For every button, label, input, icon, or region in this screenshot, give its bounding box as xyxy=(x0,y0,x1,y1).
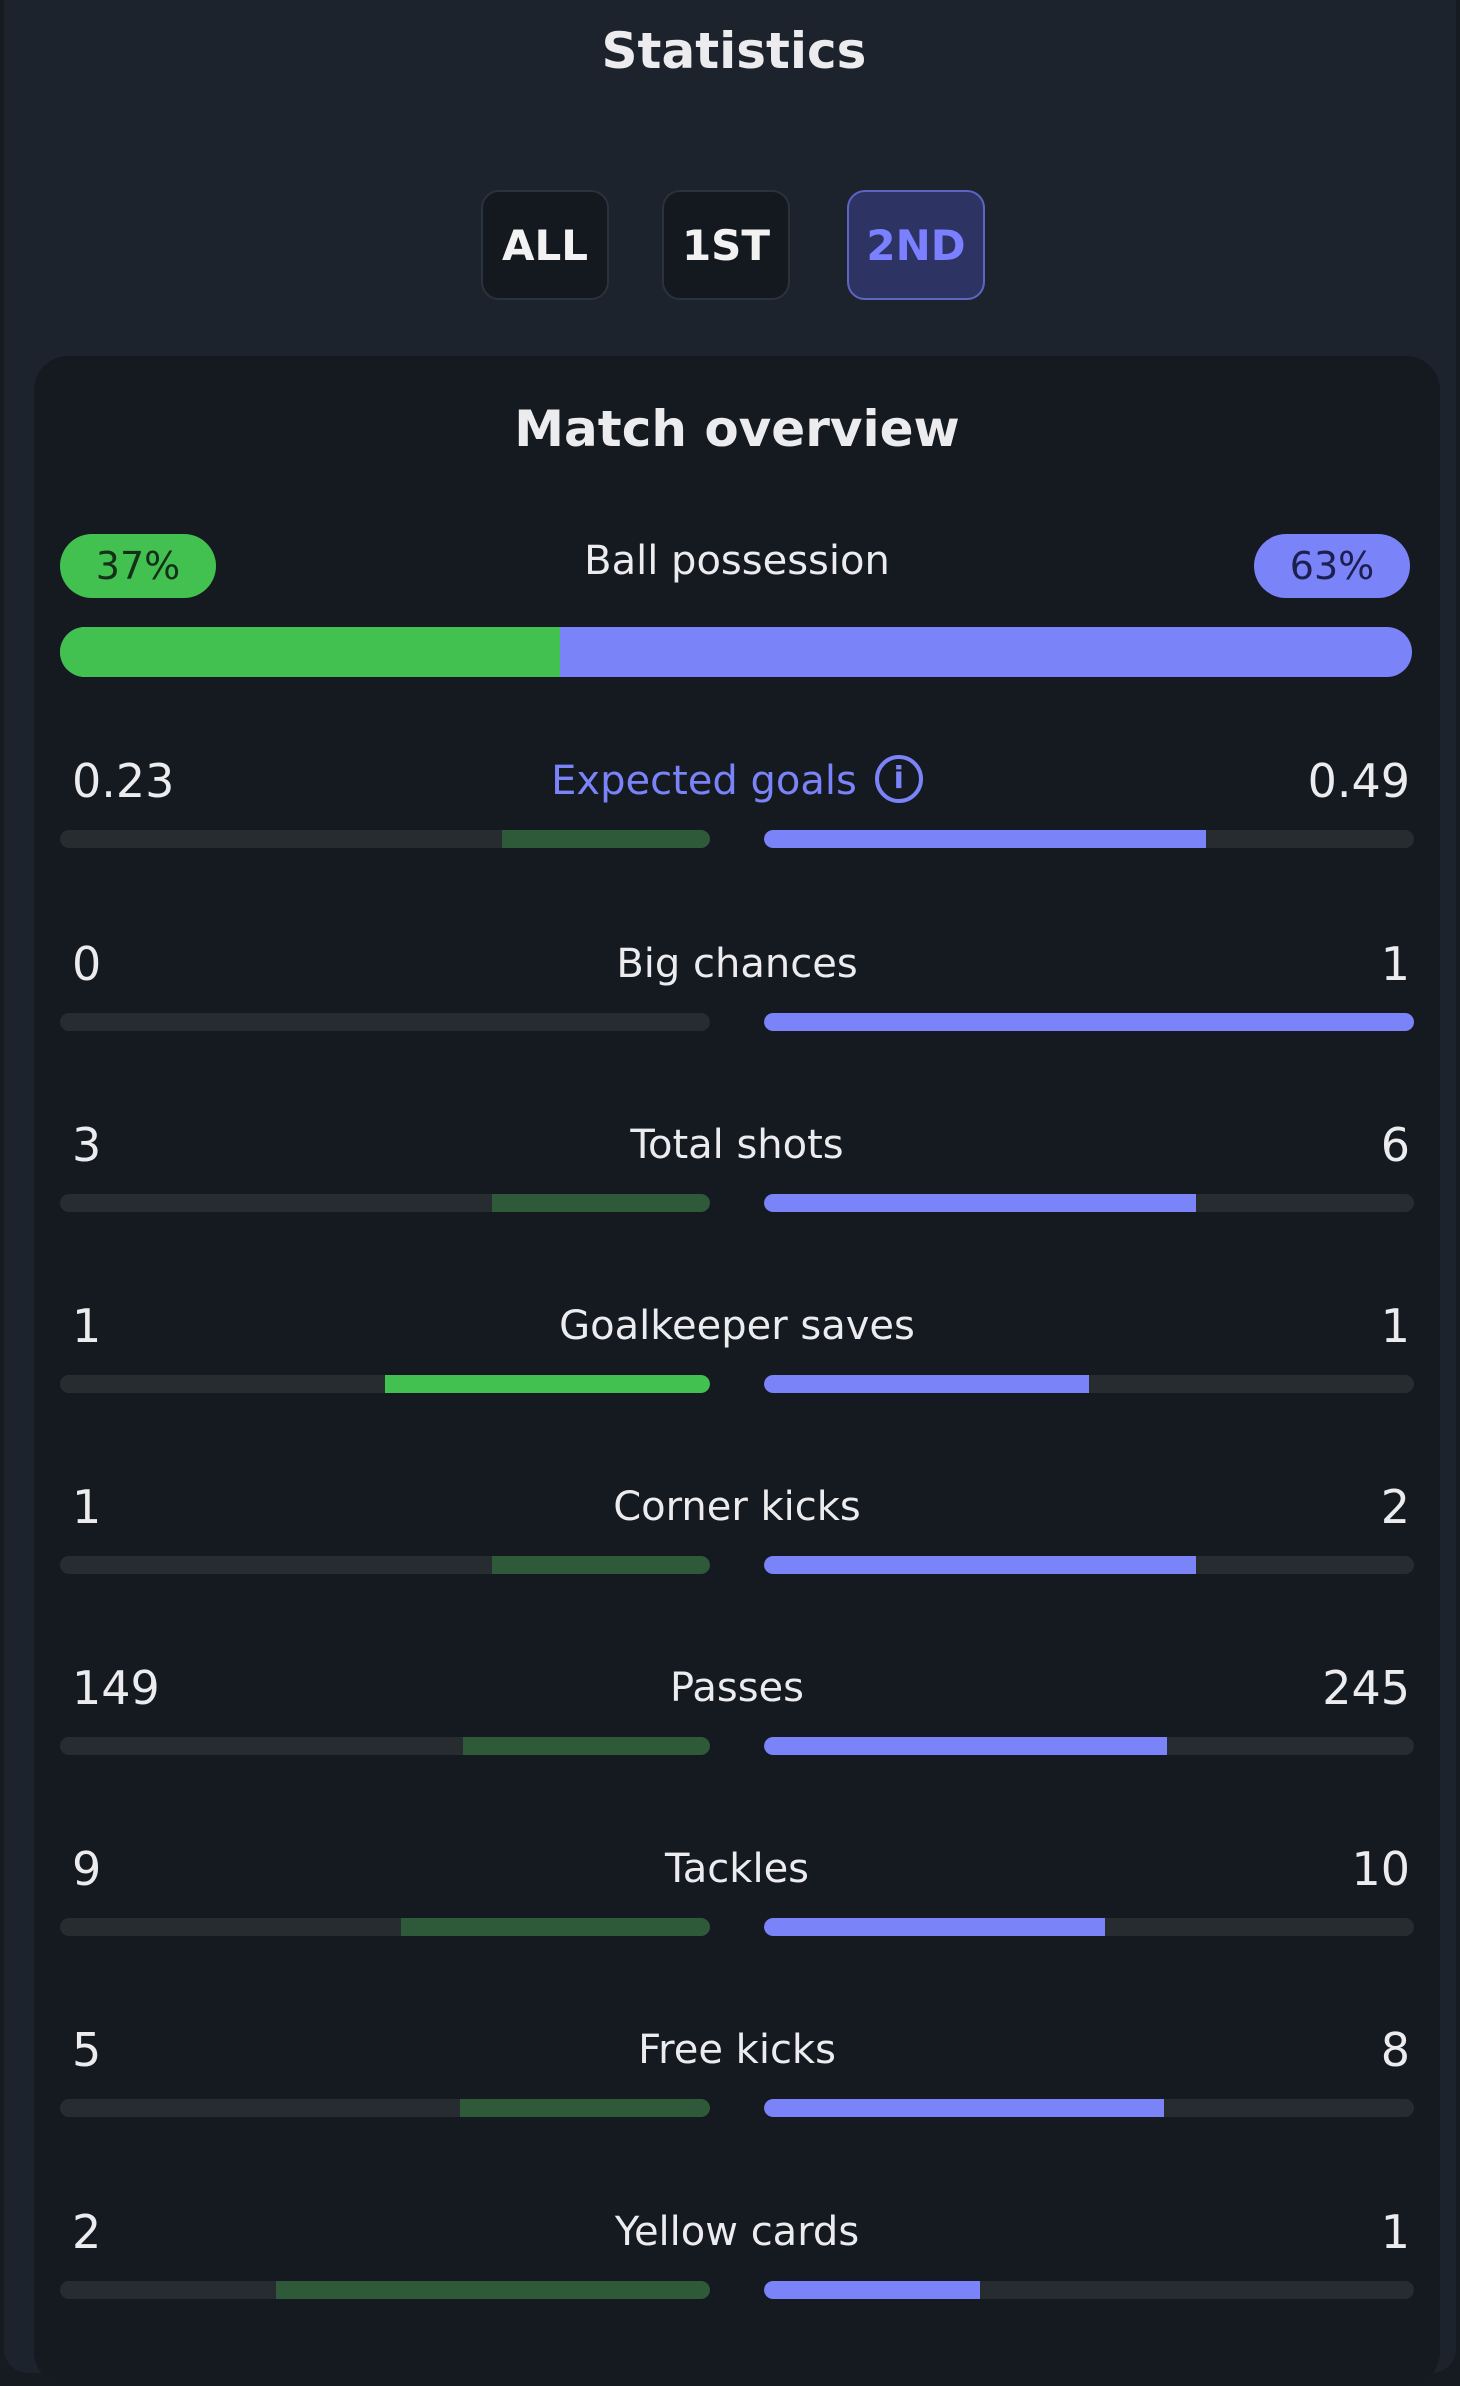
away-value: 0.49 xyxy=(1307,754,1410,808)
away-bar-track xyxy=(764,1375,1414,1393)
tab-all[interactable]: ALL xyxy=(481,190,609,300)
away-bar-track xyxy=(764,1737,1414,1755)
stat-label: Total shots xyxy=(34,1122,1440,1168)
home-bar-fill xyxy=(385,1375,710,1393)
away-value: 1 xyxy=(1380,2205,1410,2259)
home-bar-track xyxy=(60,1375,710,1393)
home-value: 1 xyxy=(72,1480,102,1534)
home-bar-track xyxy=(60,830,710,848)
match-overview-card: Match overview 37% Ball possession 63% 0… xyxy=(34,356,1440,2386)
home-bar-track xyxy=(60,1737,710,1755)
stat-label: Passes xyxy=(34,1665,1440,1711)
away-bar-track xyxy=(764,1013,1414,1031)
home-bar-track xyxy=(60,1013,710,1031)
home-bar-track xyxy=(60,1194,710,1212)
stat-label-text: Yellow cards xyxy=(614,2209,860,2255)
stat-label-text: Expected goals xyxy=(551,758,857,804)
home-bar-track xyxy=(60,1918,710,1936)
stat-label-text: Goalkeeper saves xyxy=(559,1303,915,1349)
tab-2nd[interactable]: 2ND xyxy=(847,190,985,300)
away-bar-fill xyxy=(764,1737,1167,1755)
away-value: 1 xyxy=(1380,1299,1410,1353)
away-bar-track xyxy=(764,2281,1414,2299)
away-bar-track xyxy=(764,830,1414,848)
home-possession-badge: 37% xyxy=(60,534,216,598)
possession-bar-home xyxy=(60,627,561,677)
stat-row-free-kicks: 5 Free kicks 8 xyxy=(34,2023,1440,2183)
away-value: 245 xyxy=(1322,1661,1410,1715)
stat-label: Tackles xyxy=(34,1846,1440,1892)
home-bar-fill xyxy=(492,1194,710,1212)
stat-label-text: Free kicks xyxy=(638,2027,836,2073)
away-bar-fill xyxy=(764,1194,1197,1212)
away-possession-badge: 63% xyxy=(1254,534,1410,598)
away-bar-fill xyxy=(764,830,1206,848)
stat-label: Big chances xyxy=(34,941,1440,987)
home-bar-fill xyxy=(502,830,710,848)
stat-label: Goalkeeper saves xyxy=(34,1303,1440,1349)
home-value: 1 xyxy=(72,1299,102,1353)
stat-label-text: Corner kicks xyxy=(613,1484,861,1530)
away-bar-fill xyxy=(764,1375,1089,1393)
away-value: 1 xyxy=(1380,937,1410,991)
away-bar-fill xyxy=(764,1918,1106,1936)
stat-label[interactable]: Expected goals i xyxy=(34,755,1440,807)
stat-row-expected-goals: 0.23 Expected goals i 0.49 xyxy=(34,754,1440,914)
stat-row-corner-kicks: 1 Corner kicks 2 xyxy=(34,1480,1440,1640)
period-tabs: ALL 1ST 2ND xyxy=(4,190,1460,302)
away-bar-fill xyxy=(764,1013,1414,1031)
away-bar-fill xyxy=(764,2281,981,2299)
away-value: 2 xyxy=(1380,1480,1410,1534)
stat-label-text: Total shots xyxy=(630,1122,844,1168)
tab-1st[interactable]: 1ST xyxy=(662,190,790,300)
home-value: 149 xyxy=(72,1661,160,1715)
page-title: Statistics xyxy=(601,22,867,80)
home-value: 0.23 xyxy=(72,754,175,808)
stat-label-text: Passes xyxy=(670,1665,804,1711)
possession-label: Ball possession xyxy=(584,538,890,584)
away-bar-fill xyxy=(764,1556,1197,1574)
home-bar-fill xyxy=(463,1737,710,1755)
away-value: 8 xyxy=(1380,2023,1410,2077)
info-icon[interactable]: i xyxy=(874,755,923,803)
stat-row-passes: 149 Passes 245 xyxy=(34,1661,1440,1821)
stat-label-text: Big chances xyxy=(616,941,858,987)
home-value: 5 xyxy=(72,2023,102,2077)
home-bar-fill xyxy=(459,2099,710,2117)
away-bar-fill xyxy=(764,2099,1164,2117)
stat-label: Corner kicks xyxy=(34,1484,1440,1530)
statistics-panel: Statistics ALL 1ST 2ND Match overview 37… xyxy=(4,0,1456,2386)
away-bar-track xyxy=(764,1918,1414,1936)
home-bar-fill xyxy=(492,1556,710,1574)
stat-row-tackles: 9 Tackles 10 xyxy=(34,1842,1440,2002)
stat-label-text: Tackles xyxy=(664,1846,810,1892)
away-bar-track xyxy=(764,1556,1414,1574)
home-bar-track xyxy=(60,2281,710,2299)
home-value: 2 xyxy=(72,2205,102,2259)
stat-label: Yellow cards xyxy=(34,2209,1440,2255)
stat-row-goalkeeper-saves: 1 Goalkeeper saves 1 xyxy=(34,1299,1440,1459)
section-title: Match overview xyxy=(514,400,960,458)
home-value: 3 xyxy=(72,1118,102,1172)
home-value: 9 xyxy=(72,1842,102,1896)
stat-row-big-chances: 0 Big chances 1 xyxy=(34,937,1440,1097)
home-bar-track xyxy=(60,1556,710,1574)
away-bar-track xyxy=(764,2099,1414,2117)
stat-row-yellow-cards: 2 Yellow cards 1 xyxy=(34,2205,1440,2365)
possession-bar xyxy=(60,627,1412,677)
away-value: 10 xyxy=(1351,1842,1410,1896)
home-value: 0 xyxy=(72,937,102,991)
home-bar-fill xyxy=(401,1918,710,1936)
stat-label: Free kicks xyxy=(34,2027,1440,2073)
home-bar-track xyxy=(60,2099,710,2117)
home-bar-fill xyxy=(276,2281,710,2299)
away-value: 6 xyxy=(1380,1118,1410,1172)
away-bar-track xyxy=(764,1194,1414,1212)
stat-row-total-shots: 3 Total shots 6 xyxy=(34,1118,1440,1278)
